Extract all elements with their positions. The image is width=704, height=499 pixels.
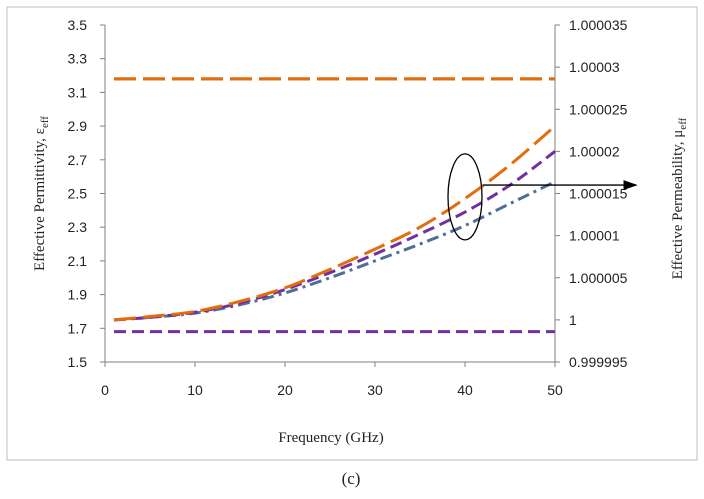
y-left-tick-label: 1.7 bbox=[68, 320, 88, 336]
y-right-axis-title-main: Effective Permeability, μ bbox=[670, 130, 686, 280]
y-left-tick-label: 3.5 bbox=[68, 17, 88, 33]
x-tick-label: 30 bbox=[367, 382, 383, 398]
y-left-tick-label: 2.3 bbox=[68, 219, 88, 235]
y-left-tick-label: 1.9 bbox=[68, 287, 88, 303]
y-right-tick-label: 1.000025 bbox=[569, 101, 628, 117]
x-tick-label: 20 bbox=[277, 382, 293, 398]
y-left-tick-label: 3.1 bbox=[68, 84, 88, 100]
x-tick-label: 10 bbox=[187, 382, 203, 398]
y-left-axis-title: Effective Permittivity, εeff bbox=[32, 116, 51, 271]
series-line-2 bbox=[113, 150, 556, 322]
chart-frame bbox=[6, 6, 698, 461]
y-left-tick-label: 2.7 bbox=[68, 152, 88, 168]
y-left-tick-label: 2.9 bbox=[68, 118, 88, 134]
y-right-tick-label: 1.00003 bbox=[569, 59, 620, 75]
x-axis-title: Frequency (GHz) bbox=[278, 430, 383, 446]
y-left-tick-label: 3.3 bbox=[68, 51, 88, 67]
y-right-tick-label: 1.00001 bbox=[569, 228, 620, 244]
y-right-tick-label: 1.000035 bbox=[569, 17, 628, 33]
y-right-tick-label: 0.999995 bbox=[569, 354, 628, 370]
y-left-axis-title-subscript: eff bbox=[39, 116, 51, 128]
series-line-3 bbox=[113, 124, 556, 322]
x-tick-label: 0 bbox=[101, 382, 109, 398]
y-left-tick-label: 1.5 bbox=[68, 354, 88, 370]
y-left-tick-label: 2.5 bbox=[68, 186, 88, 202]
y-right-tick-label: 1.000015 bbox=[569, 186, 628, 202]
x-tick-label: 50 bbox=[547, 382, 563, 398]
y-right-axis-title: Effective Permeability, μeff bbox=[670, 117, 689, 279]
annotation-ellipse bbox=[447, 153, 483, 241]
y-right-axis-title-subscript: eff bbox=[677, 117, 689, 129]
figure-caption: (c) bbox=[342, 469, 361, 488]
y-left-axis-title-main: Effective Permittivity, ε bbox=[32, 128, 48, 271]
y-right-tick-label: 1.00002 bbox=[569, 143, 620, 159]
y-left-tick-label: 2.1 bbox=[68, 253, 88, 269]
y-right-tick-label: 1.000005 bbox=[569, 270, 628, 286]
x-tick-label: 40 bbox=[457, 382, 473, 398]
y-right-tick-label: 1 bbox=[569, 312, 577, 328]
